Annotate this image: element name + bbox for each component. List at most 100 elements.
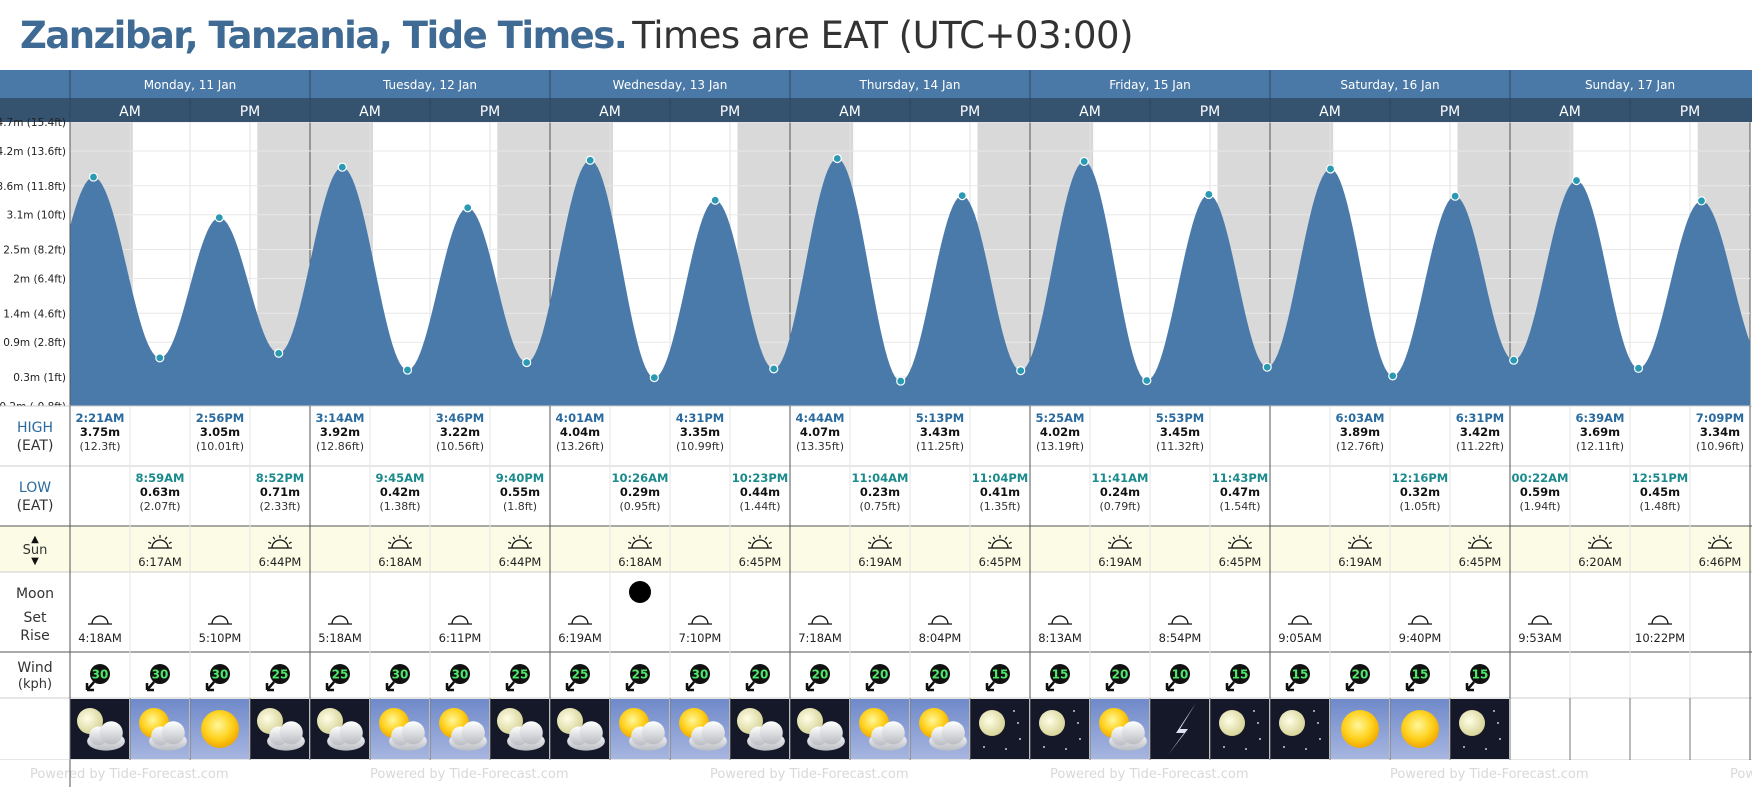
sunset-time: 6:44PM (499, 555, 542, 569)
wind-arrow-icon (1285, 681, 1295, 692)
wind-speed: 20 (1112, 668, 1129, 682)
wind-circle (690, 664, 710, 684)
wind-badge: 20 (1345, 664, 1370, 692)
high-tide-point (1079, 156, 1089, 167)
wind-circle (390, 664, 410, 684)
day-label: Wednesday, 13 Jan (613, 78, 728, 92)
low-tide-time: 11:43PM (1212, 471, 1268, 485)
weather-tile (1090, 699, 1149, 759)
wind-speed: 20 (1352, 668, 1369, 682)
moonset-icon (928, 615, 952, 625)
wind-badge: 25 (565, 664, 590, 692)
moon-icon (1279, 710, 1305, 736)
high-tide-feet: (10.96ft) (1696, 440, 1744, 453)
star-icon (1245, 748, 1247, 750)
wind-circle (630, 664, 650, 684)
moon-icon (1219, 710, 1245, 736)
high-tide-feet: (10.56ft) (436, 440, 484, 453)
high-tide-time: 2:21AM (76, 411, 125, 425)
low-tide-feet: (1.35ft) (979, 500, 1020, 513)
wind-arrow-icon (865, 681, 875, 692)
sun-up-arrow: ▲ (31, 534, 39, 545)
star-icon (1073, 710, 1075, 712)
am-label: AM (1559, 104, 1581, 120)
sunrise-icon (388, 535, 412, 549)
weather-tile (550, 699, 609, 759)
am-label: AM (839, 104, 861, 120)
high-tide-point (1696, 196, 1707, 206)
low-tz-label: (EAT) (17, 498, 54, 514)
cloud-shape (401, 721, 425, 745)
star-icon (1013, 710, 1015, 712)
sun-icon (1401, 710, 1439, 748)
wind-speed: 10 (1172, 668, 1189, 682)
star-icon (983, 746, 985, 748)
low-tide-time: 11:41AM (1092, 471, 1149, 485)
low-tide-point (1388, 371, 1398, 381)
y-axis-panel (0, 122, 70, 406)
low-tide-point (1633, 363, 1644, 373)
wind-badge: 30 (145, 664, 170, 692)
moonset-icon (208, 615, 232, 625)
low-tide-feet: (1.05ft) (1399, 500, 1440, 513)
high-tide-height: 3.34m (1700, 425, 1740, 439)
high-tide-point (214, 213, 224, 223)
wind-arrow-icon (1165, 681, 1175, 692)
low-tide-height: 0.42m (380, 485, 420, 499)
sunset-time: 6:45PM (1459, 555, 1502, 569)
page-title: Zanzibar, Tanzania, Tide Times. Times are… (20, 12, 1134, 60)
watermark: Powered by Tide-Forecast.com (1050, 767, 1248, 782)
wind-speed: 25 (632, 668, 649, 682)
star-icon (1065, 748, 1067, 750)
low-tide-feet: (1.38ft) (379, 500, 420, 513)
wind-arrow-icon (625, 681, 635, 692)
sunset-time: 6:45PM (739, 555, 782, 569)
low-tide-height: 0.41m (980, 485, 1020, 499)
high-tide-feet: (13.19ft) (1036, 440, 1084, 453)
sunset-time: 6:46PM (1699, 555, 1742, 569)
wind-circle (270, 664, 290, 684)
star-icon (1485, 748, 1487, 750)
wind-circle (210, 664, 230, 684)
wind-speed: 20 (752, 668, 769, 682)
wind-badge: 30 (385, 664, 410, 692)
sunrise-time: 6:18AM (378, 555, 422, 569)
sunset-icon (988, 535, 1012, 549)
wind-arrow-icon (1405, 681, 1415, 692)
high-tide-feet: (10.01ft) (196, 440, 244, 453)
wind-badge: 30 (445, 664, 470, 692)
high-tide-feet: (10.99ft) (676, 440, 724, 453)
low-tide-feet: (1.8ft) (503, 500, 537, 513)
moonset-time: 6:11PM (439, 631, 482, 645)
low-tide-height: 0.23m (860, 485, 900, 499)
weather-tile (1330, 699, 1389, 759)
high-row (0, 406, 1752, 466)
sunrise-icon (1348, 535, 1372, 549)
moonset-icon (1168, 615, 1192, 625)
wind-speed: 25 (272, 668, 289, 682)
low-tide-point (1142, 375, 1152, 386)
wind-circle (330, 664, 350, 684)
weather-tile (790, 699, 849, 759)
wind-circle (1230, 664, 1250, 684)
wind-arrow-icon (205, 681, 215, 692)
wind-badge: 30 (205, 664, 230, 692)
cloud-shape (701, 721, 725, 745)
low-tide-feet: (1.48ft) (1639, 500, 1680, 513)
high-tide-height: 4.07m (800, 425, 840, 439)
star-icon (1019, 738, 1021, 740)
moonrise-icon (568, 615, 592, 625)
star-icon (1499, 738, 1501, 740)
wind-badge: 15 (1285, 664, 1310, 692)
wind-badge: 30 (685, 664, 710, 692)
star-icon (1043, 746, 1045, 748)
am-label: AM (1319, 104, 1341, 120)
wind-speed: 15 (1052, 668, 1069, 682)
moonrise-icon (1528, 615, 1552, 625)
high-tide-time: 3:46PM (436, 411, 484, 425)
y-tick-label: 0.3m (1ft) (13, 372, 66, 384)
moonrise-time: 9:53AM (1518, 631, 1562, 645)
sunrise-time: 6:19AM (858, 555, 902, 569)
high-tide-time: 4:31PM (676, 411, 724, 425)
weather-tile (610, 699, 669, 759)
